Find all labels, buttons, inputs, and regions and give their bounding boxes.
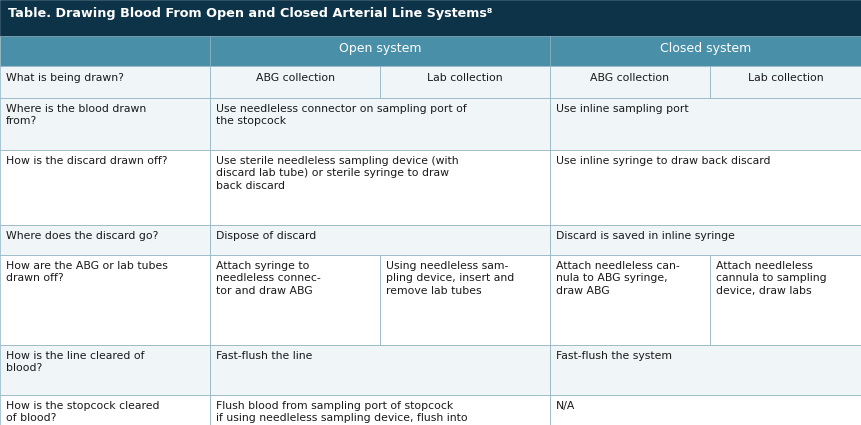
Bar: [0, 0, 861, 36]
Bar: [210, 66, 380, 98]
Bar: [0, 225, 210, 255]
Bar: [550, 98, 861, 150]
Text: Where is the blood drawn
from?: Where is the blood drawn from?: [6, 104, 146, 126]
Text: Use inline sampling port: Use inline sampling port: [556, 104, 689, 114]
Bar: [380, 66, 550, 98]
Bar: [710, 255, 861, 345]
Text: Closed system: Closed system: [660, 42, 751, 55]
Text: How is the stopcock cleared
of blood?: How is the stopcock cleared of blood?: [6, 401, 159, 423]
Text: How is the discard drawn off?: How is the discard drawn off?: [6, 156, 168, 166]
Bar: [210, 345, 550, 395]
Text: How is the line cleared of
blood?: How is the line cleared of blood?: [6, 351, 145, 374]
Text: Attach needleless
cannula to sampling
device, draw labs: Attach needleless cannula to sampling de…: [716, 261, 827, 296]
Bar: [210, 255, 380, 345]
Text: Lab collection: Lab collection: [747, 73, 823, 83]
Bar: [0, 98, 210, 150]
Bar: [550, 345, 861, 395]
Text: Flush blood from sampling port of stopcock
if using needleless sampling device, : Flush blood from sampling port of stopco…: [216, 401, 468, 425]
Bar: [210, 150, 550, 225]
Text: Dispose of discard: Dispose of discard: [216, 231, 316, 241]
Bar: [0, 395, 210, 425]
Bar: [550, 36, 861, 66]
Text: Fast-flush the system: Fast-flush the system: [556, 351, 672, 361]
Text: Lab collection: Lab collection: [427, 73, 503, 83]
Text: Use inline syringe to draw back discard: Use inline syringe to draw back discard: [556, 156, 771, 166]
Bar: [550, 395, 861, 425]
Text: Open system: Open system: [338, 42, 421, 55]
Text: Using needleless sam-
pling device, insert and
remove lab tubes: Using needleless sam- pling device, inse…: [386, 261, 514, 296]
Bar: [550, 150, 861, 225]
Text: Table. Drawing Blood From Open and Closed Arterial Line Systems⁸: Table. Drawing Blood From Open and Close…: [8, 7, 492, 20]
Bar: [210, 395, 550, 425]
Bar: [210, 225, 550, 255]
Text: What is being drawn?: What is being drawn?: [6, 73, 124, 83]
Bar: [550, 255, 710, 345]
Text: Where does the discard go?: Where does the discard go?: [6, 231, 158, 241]
Bar: [0, 345, 210, 395]
Text: Attach syringe to
needleless connec-
tor and draw ABG: Attach syringe to needleless connec- tor…: [216, 261, 321, 296]
Bar: [0, 150, 210, 225]
Bar: [210, 98, 550, 150]
Text: How are the ABG or lab tubes
drawn off?: How are the ABG or lab tubes drawn off?: [6, 261, 168, 283]
Bar: [710, 66, 861, 98]
Bar: [0, 66, 210, 98]
Text: Use needleless connector on sampling port of
the stopcock: Use needleless connector on sampling por…: [216, 104, 467, 126]
Bar: [0, 36, 210, 66]
Text: Fast-flush the line: Fast-flush the line: [216, 351, 313, 361]
Bar: [550, 225, 861, 255]
Bar: [210, 36, 550, 66]
Bar: [550, 66, 710, 98]
Bar: [380, 255, 550, 345]
Text: ABG collection: ABG collection: [256, 73, 335, 83]
Text: Use sterile needleless sampling device (with
discard lab tube) or sterile syring: Use sterile needleless sampling device (…: [216, 156, 459, 191]
Text: ABG collection: ABG collection: [591, 73, 670, 83]
Text: Discard is saved in inline syringe: Discard is saved in inline syringe: [556, 231, 735, 241]
Text: N/A: N/A: [556, 401, 575, 411]
Text: Attach needleless can-
nula to ABG syringe,
draw ABG: Attach needleless can- nula to ABG syrin…: [556, 261, 679, 296]
Bar: [0, 255, 210, 345]
